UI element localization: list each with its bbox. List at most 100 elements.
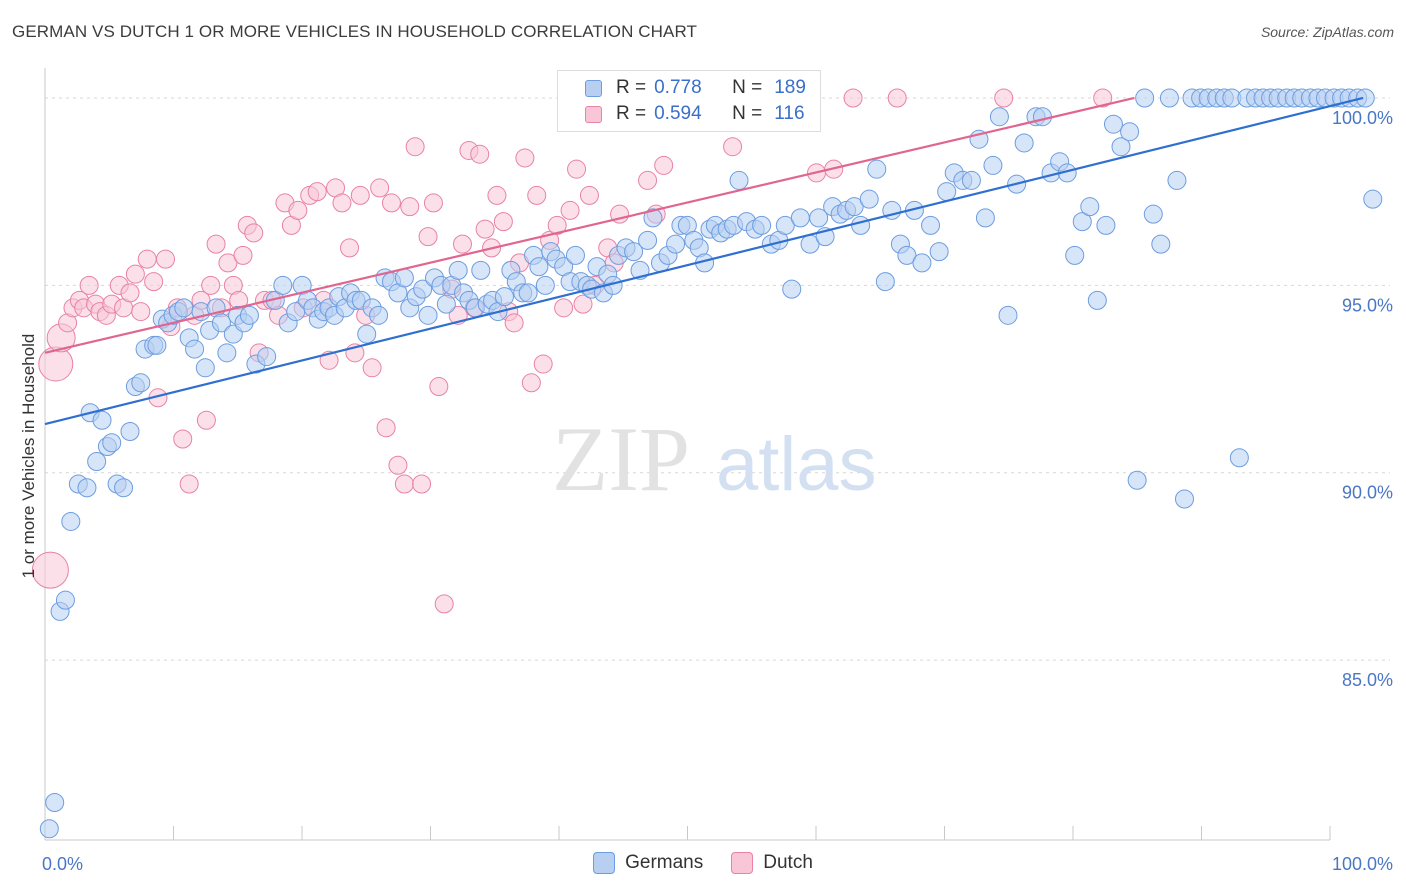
german-point — [45, 793, 65, 813]
n-label: N = — [732, 77, 763, 98]
r-label: R = — [616, 77, 647, 98]
y-tick-label: 95.0% — [1342, 295, 1393, 315]
german-point — [875, 272, 895, 292]
german-point — [975, 208, 995, 228]
german-point — [1096, 215, 1116, 235]
dutch-point — [521, 373, 541, 393]
german-point — [912, 253, 932, 273]
y-tick-label: 85.0% — [1342, 670, 1393, 690]
german-point — [782, 279, 802, 299]
german-point — [471, 260, 491, 280]
german-point — [217, 343, 237, 363]
x-tick-label-max: 100.0% — [1332, 854, 1393, 874]
r-label: R = — [616, 103, 647, 124]
dutch-point — [288, 200, 308, 220]
german-point — [929, 242, 949, 262]
dutch-point — [423, 193, 443, 213]
dutch-point — [567, 159, 587, 179]
german-point — [147, 335, 167, 355]
dutch-point — [125, 264, 145, 284]
german-point — [357, 324, 377, 344]
german-point — [729, 170, 749, 190]
dutch-point — [554, 298, 574, 318]
watermark-atlas: atlas — [716, 422, 877, 507]
r-value: 0.594 — [654, 103, 702, 124]
dutch-point — [244, 223, 264, 243]
dutch-point — [405, 137, 425, 157]
german-point — [369, 305, 389, 325]
dutch-point — [504, 313, 524, 333]
dutch-point — [429, 377, 449, 397]
german-point — [1080, 197, 1100, 217]
german-point — [565, 245, 585, 265]
german-point — [1103, 114, 1123, 134]
german-point — [809, 208, 829, 228]
dutch-point — [307, 182, 327, 202]
dutch-point — [487, 185, 507, 205]
dutch-point — [418, 227, 438, 247]
dutch-point — [654, 155, 674, 175]
legend-label-germans: Germans — [625, 852, 704, 873]
dutch-point — [579, 185, 599, 205]
german-point — [39, 819, 59, 839]
german-point — [897, 245, 917, 265]
y-tick-label: 90.0% — [1342, 483, 1393, 503]
axes — [44, 68, 1331, 841]
dutch-point — [493, 212, 513, 232]
dutch-point — [370, 178, 390, 198]
german-point — [851, 215, 871, 235]
german-point — [1127, 470, 1147, 490]
german-point — [239, 305, 259, 325]
legend-item-dutch[interactable]: Dutch — [731, 852, 813, 874]
german-point — [413, 279, 433, 299]
legend-item-germans[interactable]: Germans — [593, 852, 703, 874]
german-point — [961, 170, 981, 190]
german-point — [1032, 107, 1052, 127]
dutch-point — [573, 294, 593, 314]
dutch-point — [120, 283, 140, 303]
german-point — [61, 511, 81, 531]
german-point — [844, 197, 864, 217]
x-tick-label-min: 0.0% — [42, 854, 83, 874]
dutch-point — [388, 455, 408, 475]
dutch-point — [31, 551, 69, 589]
dutch-point — [381, 193, 401, 213]
dutch-point — [394, 474, 414, 494]
german-point — [131, 373, 151, 393]
trend-lines — [44, 96, 1364, 426]
german-point — [1087, 290, 1107, 310]
dutch-point — [137, 249, 157, 269]
dutch-point — [179, 474, 199, 494]
german-point — [1229, 448, 1249, 468]
german-point — [921, 215, 941, 235]
german-point — [1135, 88, 1155, 108]
n-value: 189 — [774, 77, 806, 98]
dutch-point — [233, 245, 253, 265]
dutch-point — [452, 234, 472, 254]
dutch-point — [470, 144, 490, 164]
dutch-point — [156, 249, 176, 269]
dutch-point — [350, 185, 370, 205]
german-point — [77, 478, 97, 498]
n-label: N = — [732, 103, 763, 124]
dutch-point — [887, 88, 907, 108]
dutch-point — [340, 238, 360, 258]
german-point — [120, 422, 140, 442]
stats-swatch-germans — [585, 79, 602, 97]
watermark: ZIP atlas — [552, 408, 877, 510]
german-point — [983, 155, 1003, 175]
dutch-point — [144, 272, 164, 292]
german-point — [1363, 189, 1383, 209]
german-point — [114, 478, 134, 498]
german-point — [1120, 122, 1140, 142]
german-point — [87, 451, 107, 471]
german-point — [102, 433, 122, 453]
dutch-point — [527, 185, 547, 205]
german-point — [1159, 88, 1179, 108]
german-point — [989, 107, 1009, 127]
correlation-stats-box: R = 0.778 N = 189 R = 0.594 N = 116 — [557, 70, 821, 132]
y-tick-label: 100.0% — [1332, 108, 1393, 128]
german-point — [418, 305, 438, 325]
watermark-zip: ZIP — [552, 408, 690, 510]
dutch-point — [723, 137, 743, 157]
